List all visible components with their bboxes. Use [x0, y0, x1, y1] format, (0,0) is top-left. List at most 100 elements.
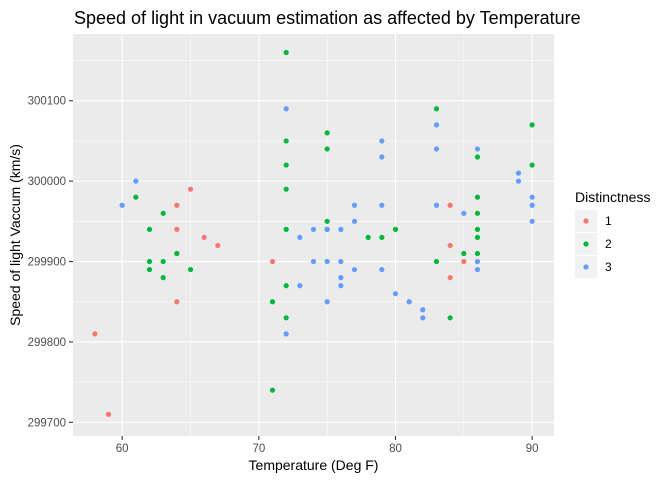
data-point-series-3	[324, 299, 330, 305]
data-point-series-2	[324, 218, 330, 224]
data-point-series-2	[392, 226, 399, 232]
data-point-series-2	[283, 226, 289, 232]
data-point-series-3	[297, 283, 303, 289]
data-point-series-2	[283, 162, 289, 168]
data-point-series-3	[351, 218, 358, 224]
data-point-series-3	[324, 226, 330, 232]
data-point-series-2	[146, 258, 153, 265]
data-point-series-3	[379, 202, 385, 208]
data-point-series-2	[365, 234, 371, 241]
data-point-series-1	[174, 202, 180, 208]
data-point-series-3	[433, 202, 440, 208]
data-point-series-2	[474, 154, 481, 160]
data-point-series-2	[160, 275, 166, 281]
data-point-series-2	[474, 250, 481, 257]
data-point-series-2	[474, 234, 481, 241]
data-point-series-1	[201, 234, 207, 241]
data-point-series-1	[447, 242, 453, 249]
data-point-series-3	[461, 210, 467, 216]
data-point-series-3	[379, 266, 385, 273]
data-point-series-2	[146, 226, 153, 232]
data-point-series-3	[338, 258, 344, 265]
data-point-series-2	[474, 226, 481, 232]
data-point-series-2	[283, 283, 289, 289]
data-point-series-3	[283, 106, 289, 112]
data-point-series-3	[119, 202, 125, 208]
y-tick-label: 300000	[28, 176, 66, 188]
data-point-series-3	[310, 258, 317, 265]
data-point-series-2	[283, 315, 289, 321]
data-point-series-3	[283, 331, 289, 337]
data-point-series-2	[324, 146, 330, 152]
data-point-series-2	[529, 122, 535, 128]
data-point-series-2	[160, 210, 166, 216]
data-point-series-3	[433, 146, 440, 152]
data-point-series-3	[324, 258, 330, 265]
data-point-series-3	[515, 170, 522, 176]
data-point-series-3	[297, 234, 303, 241]
data-point-series-3	[529, 202, 535, 208]
data-point-series-1	[447, 275, 453, 281]
data-point-series-3	[474, 146, 481, 152]
data-point-series-1	[269, 258, 276, 265]
data-points	[92, 49, 535, 417]
data-point-series-3	[338, 226, 344, 232]
x-tick-label: 70	[252, 443, 265, 455]
data-point-series-3	[379, 138, 385, 144]
data-point-series-2	[269, 387, 276, 393]
data-point-series-1	[447, 202, 453, 208]
data-point-series-2	[529, 162, 535, 168]
data-point-series-3	[420, 307, 426, 313]
y-tick-label: 299900	[28, 257, 66, 269]
data-point-series-1	[92, 331, 98, 337]
data-point-series-1	[187, 186, 194, 192]
x-tick-label: 80	[389, 443, 402, 455]
plot-panel	[73, 34, 554, 436]
y-axis-title: Speed of light Vaccum (km/s)	[7, 144, 23, 326]
data-point-series-2	[433, 258, 440, 265]
x-tick-label: 90	[526, 443, 539, 455]
data-point-series-1	[174, 226, 180, 232]
legend-label-3: 3	[605, 260, 612, 274]
data-point-series-1	[105, 411, 112, 417]
x-tick-label: 60	[116, 443, 129, 455]
data-point-series-2	[174, 250, 180, 257]
legend: Distinctness 1 2 3	[575, 189, 650, 278]
data-point-series-3	[515, 178, 522, 184]
data-point-series-3	[351, 202, 358, 208]
data-point-series-2	[461, 250, 467, 257]
data-point-series-1	[174, 299, 180, 305]
y-axis-ticks: 299700 299800 299900 300000 300100	[28, 96, 73, 429]
data-point-series-2	[187, 266, 194, 273]
data-point-series-2	[269, 299, 276, 305]
data-point-series-1	[461, 258, 467, 265]
legend-label-1: 1	[605, 214, 612, 228]
data-point-series-3	[529, 218, 535, 224]
y-tick-label: 299700	[28, 417, 66, 429]
data-point-series-3	[310, 226, 317, 232]
legend-key-1	[583, 218, 589, 224]
data-point-series-2	[474, 210, 481, 216]
data-point-series-2	[283, 49, 289, 56]
data-point-series-2	[133, 194, 139, 200]
data-point-series-3	[392, 291, 399, 297]
data-point-series-1	[215, 242, 221, 249]
data-point-series-2	[283, 138, 289, 144]
data-point-series-2	[160, 258, 166, 265]
data-point-series-2	[324, 130, 330, 136]
data-point-series-3	[338, 283, 344, 289]
data-point-series-3	[420, 315, 426, 321]
data-point-series-3	[406, 299, 412, 305]
data-point-series-3	[529, 194, 535, 200]
data-point-series-3	[133, 178, 139, 184]
x-axis-ticks: 60 70 80 90	[116, 436, 539, 455]
data-point-series-3	[474, 258, 481, 265]
legend-key-3	[583, 264, 589, 270]
data-point-series-3	[338, 275, 344, 281]
data-point-series-3	[474, 266, 481, 273]
legend-label-2: 2	[605, 237, 612, 251]
data-point-series-2	[474, 194, 481, 200]
legend-title: Distinctness	[575, 189, 650, 205]
chart-title: Speed of light in vacuum estimation as a…	[74, 8, 581, 28]
y-tick-label: 299800	[28, 337, 66, 349]
